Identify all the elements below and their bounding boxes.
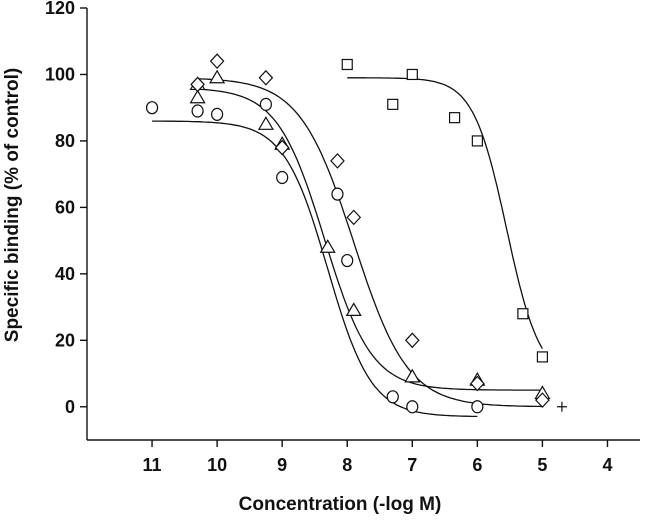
y-tick-label: 80 bbox=[55, 131, 75, 151]
fit-curve-triangle bbox=[197, 88, 543, 391]
fit-curve-diamond bbox=[197, 78, 543, 408]
fit-curve-square bbox=[347, 77, 543, 350]
diamond-point bbox=[274, 139, 290, 156]
fit-curve-circle bbox=[152, 120, 478, 418]
y-tick-label: 20 bbox=[55, 330, 75, 350]
x-tick-label: 5 bbox=[537, 455, 547, 475]
circle-point bbox=[406, 400, 419, 414]
circle-point bbox=[191, 104, 204, 118]
square-point bbox=[341, 58, 353, 71]
diamond-point bbox=[346, 209, 362, 226]
square-point bbox=[471, 135, 483, 147]
x-tick-label: 6 bbox=[472, 455, 482, 475]
x-tick-label: 8 bbox=[342, 455, 352, 475]
diamond-point bbox=[470, 375, 485, 392]
triangle-point bbox=[345, 302, 362, 316]
x-tick-label: 7 bbox=[407, 455, 417, 475]
circle-point bbox=[276, 170, 289, 185]
circle-point bbox=[259, 97, 273, 111]
diamond-point bbox=[258, 69, 274, 86]
diamond-point bbox=[209, 53, 225, 70]
circle-point bbox=[471, 400, 484, 414]
x-tick-label: 4 bbox=[602, 455, 612, 475]
y-tick-label: 40 bbox=[55, 264, 75, 284]
square-point bbox=[406, 68, 418, 81]
x-axis-title: Concentration (-log M) bbox=[239, 494, 442, 515]
chart-axes: 0 20 40 60 80 100 120 11 10 9 8 7 6 5 4 bbox=[45, 0, 640, 475]
x-tick-label: 9 bbox=[277, 455, 287, 475]
y-axis-title: Specific binding (% of control) bbox=[2, 68, 23, 342]
x-tick-label: 11 bbox=[143, 455, 162, 475]
diamond-point bbox=[535, 392, 550, 409]
y-tick-label: 100 bbox=[45, 64, 75, 84]
y-tick-label: 0 bbox=[65, 397, 75, 417]
square-point bbox=[448, 112, 461, 124]
x-tick-label: 10 bbox=[207, 455, 227, 475]
triangle-point bbox=[257, 116, 274, 130]
triangle-point bbox=[319, 239, 336, 253]
data-points bbox=[145, 53, 567, 414]
triangle-point bbox=[209, 69, 226, 84]
triangle-point bbox=[189, 89, 206, 104]
circle-point bbox=[145, 101, 159, 115]
fit-curves bbox=[152, 77, 543, 418]
square-point bbox=[517, 308, 529, 320]
plus-point bbox=[556, 401, 567, 412]
diamond-point bbox=[330, 152, 345, 169]
diamond-point bbox=[190, 76, 205, 93]
square-point bbox=[387, 98, 399, 110]
y-tick-label: 120 bbox=[45, 0, 75, 18]
circle-point bbox=[331, 187, 344, 201]
square-point bbox=[536, 351, 549, 363]
circle-point bbox=[386, 390, 399, 404]
diamond-point bbox=[404, 332, 420, 349]
triangle-point bbox=[404, 368, 421, 383]
circle-point bbox=[341, 253, 354, 268]
circle-point bbox=[211, 107, 224, 121]
y-tick-label: 60 bbox=[55, 197, 75, 217]
